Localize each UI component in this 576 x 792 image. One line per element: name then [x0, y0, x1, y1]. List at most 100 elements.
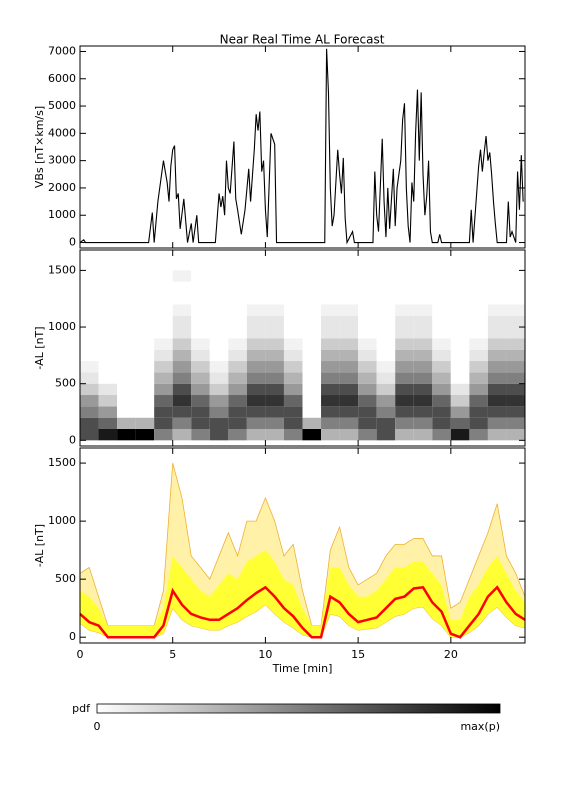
pdf-cell: [117, 349, 136, 362]
pdf-cell: [117, 315, 136, 328]
y-tick-label: 1500: [48, 456, 76, 469]
pdf-cell: [209, 281, 229, 294]
pdf-cell: [395, 361, 414, 373]
pdf-cell: [432, 270, 451, 282]
pdf-cell: [358, 281, 377, 294]
pdf-cell: [154, 349, 173, 362]
colorbar-min-label: 0: [94, 720, 101, 733]
pdf-cell: [506, 429, 525, 441]
pdf-cell: [413, 361, 433, 373]
pdf-cell: [321, 315, 340, 328]
pdf-cell: [283, 429, 303, 441]
y-tick-label: 0: [69, 630, 76, 643]
pdf-cell: [487, 372, 507, 384]
y-axis-label: VBs [nT×km/s]: [33, 106, 46, 188]
pdf-cell: [191, 327, 210, 339]
panel: 0 500 1000 1500 -AL [nT]: [33, 249, 526, 447]
pdf-cell: [246, 372, 266, 384]
pdf-cell: [283, 293, 303, 305]
pdf-cell: [395, 349, 414, 362]
pdf-cell: [209, 259, 229, 271]
pdf-cell: [98, 429, 118, 441]
pdf-cell: [487, 327, 507, 339]
pdf-cell: [154, 304, 173, 316]
pdf-cell: [321, 270, 340, 282]
pdf-cell: [246, 304, 266, 316]
pdf-cell: [321, 429, 340, 441]
pdf-cell: [376, 293, 396, 305]
pdf-cell: [506, 304, 525, 316]
pdf-cell: [265, 293, 284, 305]
pdf-cell: [339, 281, 359, 294]
pdf-cell: [283, 383, 303, 396]
pdf-cell: [172, 270, 192, 282]
pdf-cell: [209, 395, 229, 407]
pdf-cell: [450, 349, 470, 362]
pdf-cell: [80, 315, 99, 328]
pdf-cell: [395, 259, 414, 271]
pdf-cell: [339, 270, 359, 282]
pdf-cell: [154, 327, 173, 339]
pdf-cell: [154, 259, 173, 271]
pdf-cell: [117, 304, 136, 316]
pdf-cell: [321, 349, 340, 362]
pdf-cell: [191, 338, 210, 350]
pdf-cell: [450, 417, 470, 430]
pdf-cell: [450, 270, 470, 282]
pdf-cell: [395, 417, 414, 430]
pdf-cell: [283, 372, 303, 384]
pdf-cell: [228, 304, 247, 316]
y-tick-label: 500: [55, 377, 76, 390]
pdf-cell: [376, 406, 396, 418]
pdf-cell: [191, 270, 210, 282]
y-tick-label: 4000: [48, 126, 76, 139]
pdf-cell: [469, 349, 488, 362]
pdf-cell: [283, 259, 303, 271]
pdf-cell: [450, 383, 470, 396]
pdf-cell: [209, 293, 229, 305]
pdf-cell: [228, 361, 247, 373]
pdf-cell: [98, 372, 118, 384]
pdf-cell: [339, 338, 359, 350]
pdf-cell: [283, 338, 303, 350]
pdf-cell: [339, 327, 359, 339]
pdf-cell: [191, 304, 210, 316]
pdf-cell: [450, 327, 470, 339]
pdf-cell: [358, 270, 377, 282]
pdf-cell: [246, 259, 266, 271]
pdf-cell: [321, 293, 340, 305]
pdf-cell: [376, 372, 396, 384]
pdf-cell: [302, 372, 322, 384]
pdf-cell: [487, 259, 507, 271]
pdf-cell: [98, 361, 118, 373]
x-tick-label: 15: [351, 648, 365, 661]
pdf-cell: [209, 315, 229, 328]
pdf-cell: [450, 395, 470, 407]
pdf-cell: [376, 315, 396, 328]
pdf-cell: [246, 406, 266, 418]
colorbar-max-label: max(p): [460, 720, 500, 733]
pdf-cell: [487, 406, 507, 418]
pdf-cell: [432, 395, 451, 407]
pdf-cell: [376, 429, 396, 441]
pdf-cell: [191, 406, 210, 418]
pdf-cell: [283, 304, 303, 316]
pdf-cell: [302, 349, 322, 362]
pdf-cell: [450, 372, 470, 384]
pdf-cell: [283, 349, 303, 362]
pdf-cell: [450, 293, 470, 305]
pdf-cell: [358, 315, 377, 328]
pdf-cell: [117, 395, 136, 407]
pdf-cell: [302, 338, 322, 350]
median-line: [79, 585, 526, 639]
pdf-cell: [191, 293, 210, 305]
pdf-cell: [154, 281, 173, 294]
y-tick-label: 1000: [48, 514, 76, 527]
pdf-cell: [80, 293, 99, 305]
pdf-cell: [172, 361, 192, 373]
pdf-cell: [302, 406, 322, 418]
pdf-cell: [172, 429, 192, 441]
pdf-cell: [172, 304, 192, 316]
pdf-cell: [265, 281, 284, 294]
pdf-cell: [506, 270, 525, 282]
